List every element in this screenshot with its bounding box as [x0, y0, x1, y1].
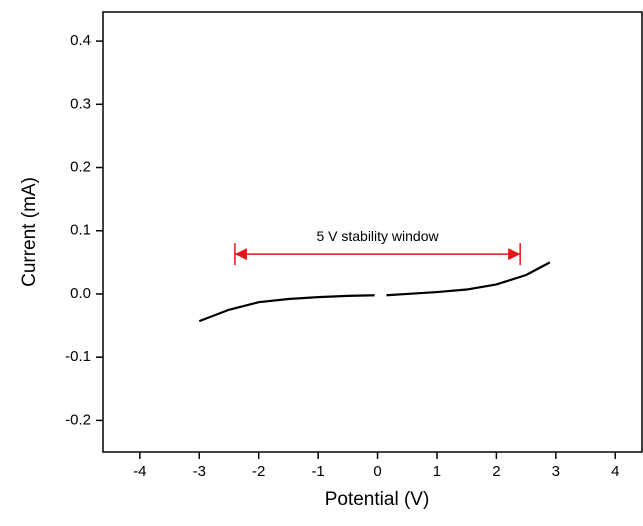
y-tick-label: 0.2	[70, 158, 91, 175]
x-tick-label: 4	[611, 463, 619, 480]
plot-frame	[102, 11, 643, 453]
x-axis-label: Potential (V)	[325, 489, 430, 510]
x-tick-label: -1	[311, 463, 324, 480]
y-tick-label: 0.4	[70, 32, 91, 49]
y-tick-label: 0.3	[70, 95, 91, 112]
x-tick-label: -4	[133, 463, 146, 480]
x-tick-label: 1	[433, 463, 441, 480]
annotation-text: 5 V stability window	[316, 228, 439, 244]
y-tick-label: -0.1	[65, 348, 91, 365]
x-tick-label: 3	[552, 463, 560, 480]
x-tick-label: -2	[252, 463, 265, 480]
data-line	[198, 261, 551, 323]
x-tick-label: -3	[193, 463, 206, 480]
y-tick-label: 0.0	[70, 285, 91, 302]
y-tick-label: -0.2	[65, 411, 91, 428]
x-tick-label: 2	[492, 463, 500, 480]
y-axis-label: Current (mA)	[19, 177, 40, 287]
x-tick-label: 0	[373, 463, 381, 480]
y-tick-label: 0.1	[70, 222, 91, 239]
